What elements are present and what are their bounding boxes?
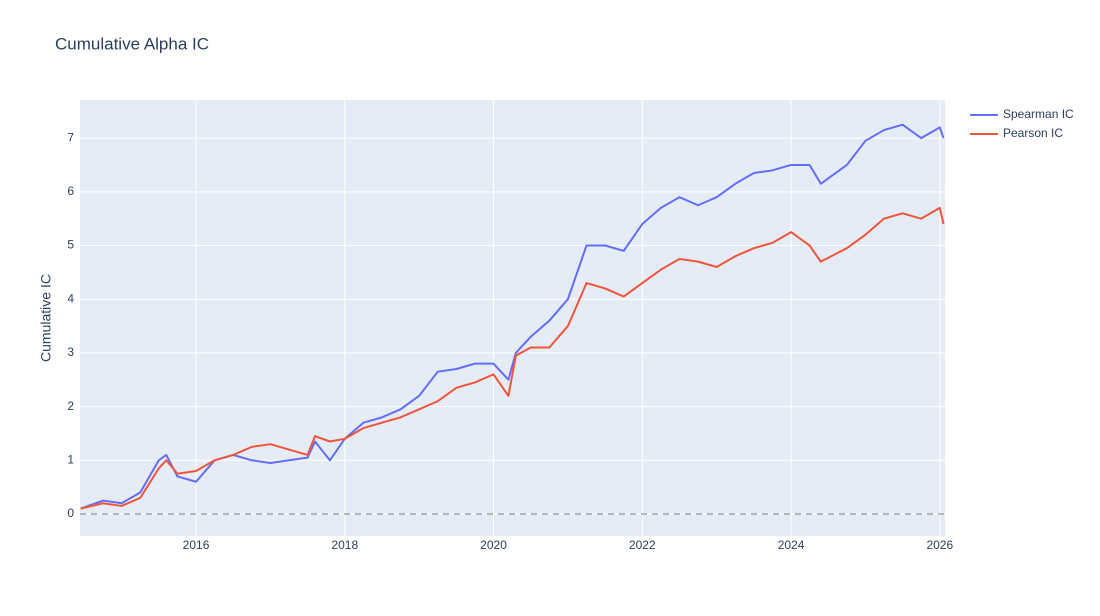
y-tick-label: 6 [67, 184, 74, 198]
y-tick-label: 0 [67, 506, 74, 520]
y-tick-label: 7 [67, 130, 74, 144]
x-tick-label: 2020 [480, 538, 507, 552]
x-tick-label: 2022 [629, 538, 656, 552]
y-tick-label: 1 [67, 452, 74, 466]
y-tick-label: 3 [67, 345, 74, 359]
chart-title: Cumulative Alpha IC [55, 34, 209, 53]
line-series [80, 206, 945, 510]
y-tick-label: 4 [67, 291, 74, 305]
plot-area [80, 100, 945, 536]
y-axis-label: Cumulative IC [38, 274, 54, 362]
x-tick-label: 2026 [926, 538, 953, 552]
legend-label: Spearman IC [1003, 107, 1074, 121]
y-tick-label: 5 [67, 238, 74, 252]
x-tick-label: 2018 [331, 538, 358, 552]
legend-label: Pearson IC [1003, 126, 1063, 140]
y-tick-label: 2 [67, 399, 74, 413]
x-tick-label: 2024 [778, 538, 805, 552]
x-tick-label: 2016 [183, 538, 210, 552]
